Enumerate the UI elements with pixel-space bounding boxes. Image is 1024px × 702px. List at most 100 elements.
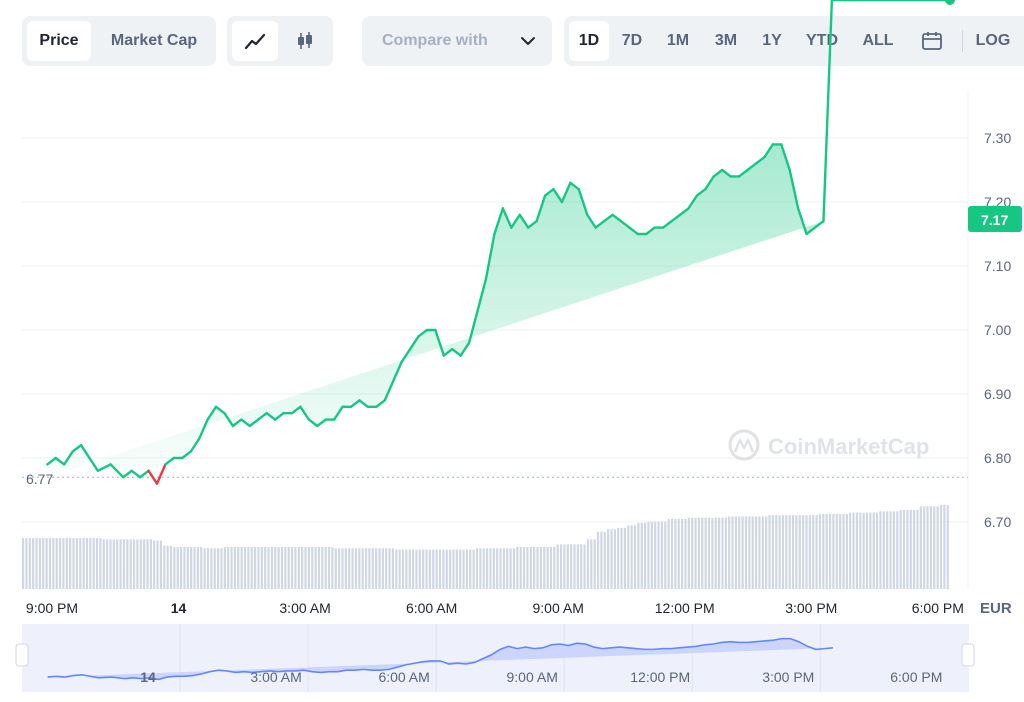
volume-bar	[586, 539, 590, 589]
volume-bar	[748, 516, 751, 589]
volume-bar	[69, 538, 72, 589]
range-7d[interactable]: 7D	[621, 32, 643, 49]
volume-bar	[882, 511, 885, 589]
chart-type-toggle	[227, 16, 333, 66]
price-segment	[619, 219, 631, 229]
volume-bar	[445, 549, 448, 589]
volume-bar	[472, 549, 475, 589]
volume-bar	[667, 519, 670, 589]
navigator-axis: 14 3:00 AM 6:00 AM 9:00 AM 12:00 PM 3:00 PM 6:…	[140, 669, 942, 685]
volume-bar	[354, 548, 358, 589]
volume-bar	[418, 549, 421, 589]
volume-bar	[257, 547, 260, 589]
volume-bar	[593, 539, 596, 589]
volume-bar	[85, 538, 89, 589]
volume-bar	[865, 512, 869, 589]
volume-bar	[721, 517, 724, 589]
compare-dropdown[interactable]: Compare with	[362, 16, 552, 66]
currency-label: EUR	[980, 600, 1012, 617]
volume-bar	[563, 544, 566, 589]
volume-bar	[482, 548, 485, 589]
volume-bar	[570, 544, 573, 589]
tab-price[interactable]: Price	[27, 21, 91, 61]
volume-bar	[788, 515, 791, 589]
volume-bar	[112, 539, 115, 589]
volume-bar	[617, 527, 620, 589]
volume-bar	[630, 525, 633, 589]
volume-bar	[183, 547, 186, 589]
volume-bar	[388, 548, 391, 589]
volume-bar	[906, 510, 909, 589]
price-segment	[197, 418, 209, 440]
range-1d[interactable]: 1D	[569, 21, 609, 61]
volume-bar	[250, 547, 253, 589]
volume-bar	[32, 538, 35, 589]
volume-bar	[82, 538, 85, 589]
range-all[interactable]: ALL	[862, 32, 894, 49]
navigator-tick-label: 6:00 PM	[890, 669, 942, 685]
candlestick-button[interactable]	[282, 21, 328, 61]
volume-bar	[213, 548, 216, 589]
volume-bar	[109, 539, 112, 589]
volume-bar	[75, 538, 78, 589]
price-segment	[796, 207, 808, 236]
volume-bar	[751, 516, 754, 589]
volume-bar	[156, 540, 159, 589]
navigator-tick-label: 6:00 AM	[378, 669, 429, 685]
volume-bar	[327, 547, 331, 589]
volume-bar	[486, 548, 489, 589]
volume-bar	[422, 549, 425, 589]
volume-bar	[371, 548, 374, 589]
volume-bar	[146, 539, 149, 589]
price-area	[47, 144, 824, 478]
navigator-tick-label: 9:00 AM	[506, 669, 557, 685]
volume-bar	[687, 517, 690, 589]
volume-bar	[496, 548, 499, 589]
calendar-button[interactable]	[912, 21, 952, 61]
range-navigator[interactable]: 14 3:00 AM 6:00 AM 9:00 AM 12:00 PM 3:00 PM 6:…	[15, 624, 975, 692]
volume-bar	[233, 547, 236, 589]
volume-bar	[314, 547, 317, 589]
volume-bar	[798, 515, 801, 589]
volume-bar	[529, 547, 532, 589]
price-segment	[349, 399, 361, 408]
price-segment	[695, 187, 707, 197]
range-3m[interactable]: 3M	[714, 32, 738, 49]
toolbar-divider	[962, 30, 963, 52]
volume-bar	[623, 527, 627, 589]
volume-bar	[600, 531, 603, 589]
volume-bar	[475, 548, 479, 589]
price-segment	[628, 226, 640, 236]
price-segment	[290, 405, 302, 415]
volume-bar	[364, 548, 368, 589]
y-tick-label: 6.90	[984, 386, 1011, 402]
volume-bar	[862, 512, 865, 589]
volume-bar	[670, 519, 674, 589]
price-segment	[417, 328, 429, 338]
y-tick-label: 7.10	[984, 258, 1011, 274]
volume-bar	[412, 549, 415, 589]
navigator-handle-left[interactable]	[15, 643, 29, 667]
volume-bar	[691, 517, 694, 589]
line-chart-button[interactable]	[232, 21, 278, 61]
volume-bar	[939, 505, 943, 589]
volume-bar	[808, 515, 811, 589]
volume-bar	[280, 547, 284, 589]
range-1m[interactable]: 1M	[666, 32, 690, 49]
tab-market-cap[interactable]: Market Cap	[110, 32, 198, 49]
log-scale-button[interactable]: LOG	[975, 32, 1011, 49]
y-tick-label: 6.70	[984, 514, 1011, 530]
current-price-badge	[968, 206, 1022, 232]
volume-bar	[260, 547, 263, 589]
volume-bar	[99, 538, 102, 589]
volume-bar	[79, 538, 82, 589]
price-segment	[484, 232, 496, 280]
price-segment	[510, 213, 521, 229]
navigator-handle-right[interactable]	[961, 643, 975, 667]
price-segment	[451, 348, 462, 357]
range-1y[interactable]: 1Y	[762, 32, 782, 49]
volume-bar	[879, 511, 882, 589]
volume-bar	[812, 515, 815, 589]
price-segment	[754, 155, 766, 165]
